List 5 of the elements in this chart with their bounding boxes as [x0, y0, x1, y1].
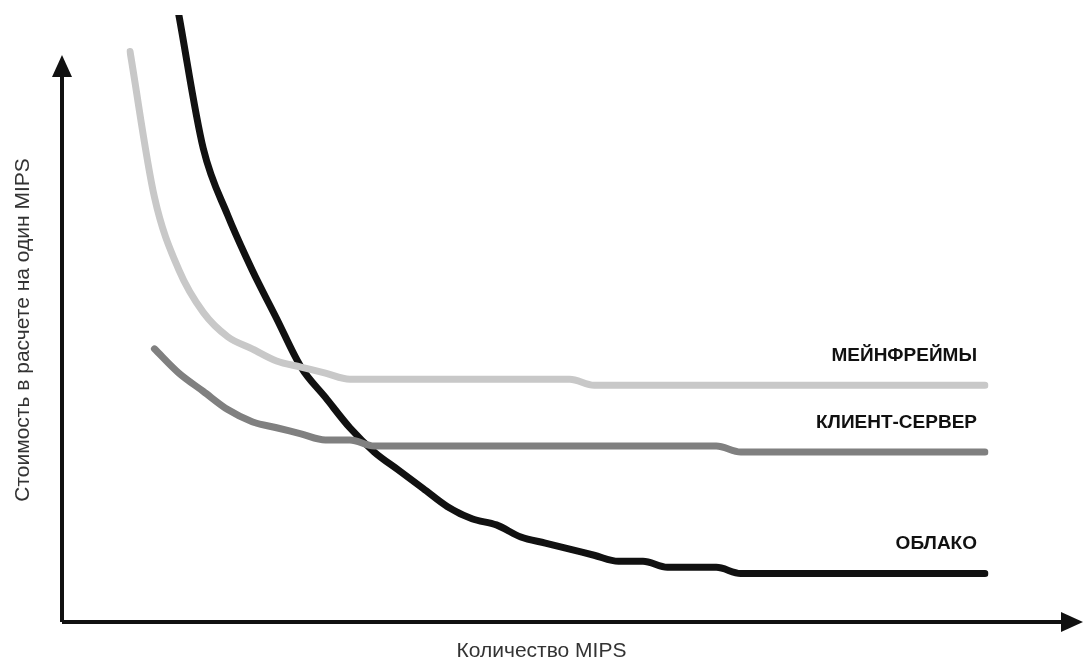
y-axis-title: Стоимость в расчете на один MIPS: [10, 158, 34, 502]
x-axis-title: Количество MIPS: [455, 638, 628, 662]
series-label: МЕЙНФРЕЙМЫ: [831, 344, 977, 366]
series-label: ОБЛАКО: [895, 532, 977, 554]
series-label: КЛИЕНТ-СЕРВЕР: [815, 411, 978, 433]
